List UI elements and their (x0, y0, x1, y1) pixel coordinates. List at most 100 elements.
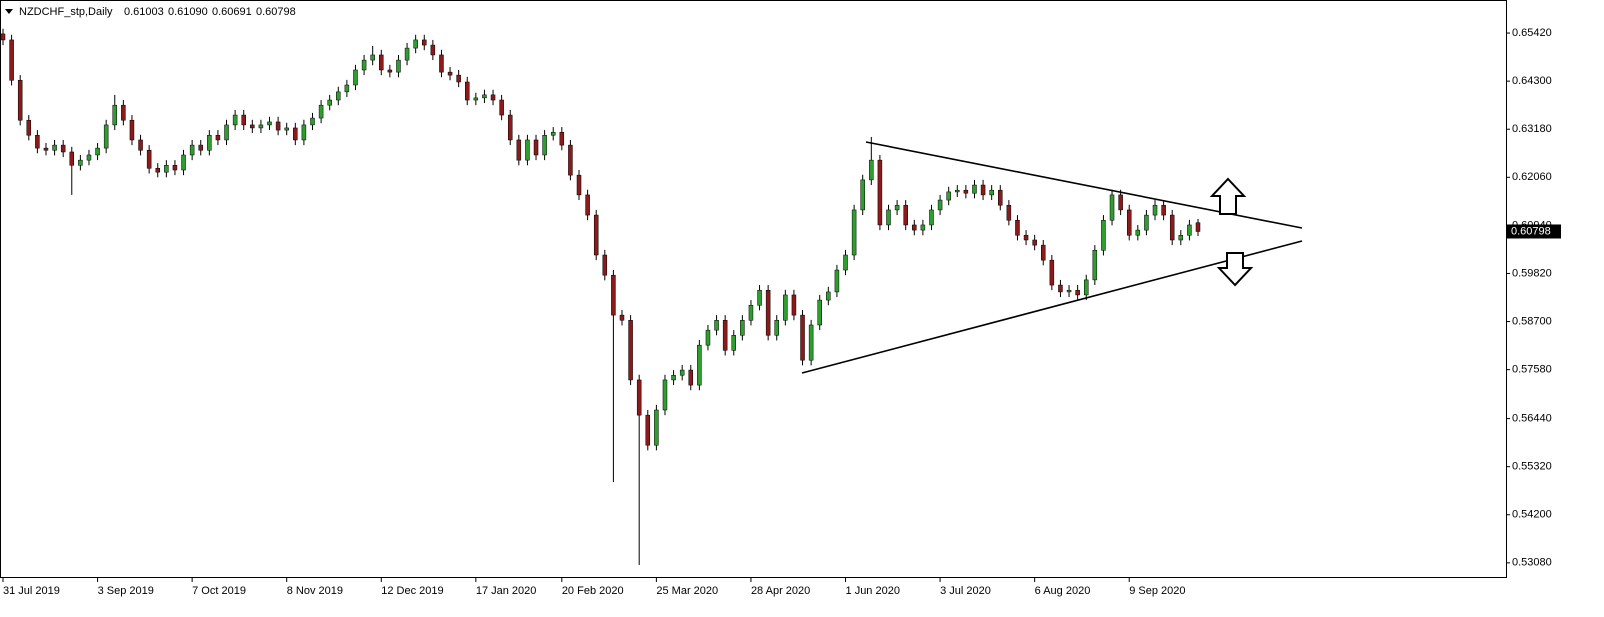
candle-body (138, 139, 143, 151)
y-tick-label: 0.54200 (1512, 509, 1552, 521)
candle-body (662, 379, 668, 411)
candle-body (129, 119, 135, 141)
candles (0, 28, 1201, 565)
candle-body (69, 151, 75, 166)
candle-body (327, 99, 332, 106)
candle-body (714, 320, 719, 331)
candle-body (344, 84, 350, 93)
candle-body (26, 119, 32, 136)
candle-body (1006, 204, 1012, 221)
candle-body (404, 47, 410, 61)
candle-body (946, 191, 951, 201)
candle-body (1092, 250, 1098, 281)
candle-body (568, 144, 573, 176)
candle-body (413, 39, 418, 49)
plot-frame (0, 0, 1507, 578)
candle-body (275, 121, 281, 131)
x-tick-label: 6 Aug 2020 (1035, 585, 1091, 597)
candle-body (430, 44, 436, 56)
candle-body (697, 344, 702, 386)
x-tick-label: 3 Sep 2019 (98, 585, 154, 597)
candle-body (542, 134, 547, 156)
candle-body (1101, 219, 1106, 251)
x-tick-label: 25 Mar 2020 (656, 585, 718, 597)
candle-body (611, 274, 616, 316)
candle-body (9, 39, 14, 81)
candle-body (499, 99, 504, 116)
candle-body (1161, 204, 1166, 216)
candle-body (1023, 235, 1029, 241)
candle-body (654, 409, 659, 446)
candle-body (1195, 222, 1201, 232)
candle-body (851, 209, 857, 256)
candle-body (525, 139, 530, 161)
candle-body (740, 320, 745, 336)
candle-body (1109, 194, 1115, 221)
candle-body (215, 134, 221, 141)
candle-body (198, 144, 203, 151)
header-value: 0.61090 (168, 6, 208, 18)
candle-body (671, 374, 676, 381)
candle-body (903, 204, 908, 226)
candle-body (310, 117, 315, 126)
candle-body (826, 291, 831, 301)
y-tick-label: 0.62060 (1512, 171, 1552, 183)
candle-body (336, 91, 341, 101)
y-tick-label: 0.59820 (1512, 267, 1552, 279)
candle-body (963, 189, 969, 194)
candle-body (791, 294, 797, 316)
header-value: 0.61003 (124, 6, 164, 18)
candle-body (1126, 209, 1132, 236)
candle-body (602, 254, 608, 276)
candle-body (731, 335, 737, 351)
x-tick-label: 3 Jul 2020 (940, 585, 991, 597)
x-tick-label: 28 Apr 2020 (751, 585, 810, 597)
x-tick-label: 20 Feb 2020 (562, 585, 624, 597)
candle-body (1066, 289, 1072, 293)
candle-body (86, 154, 92, 161)
candle-body (447, 71, 453, 76)
candle-body (172, 165, 178, 171)
candle-body (507, 114, 513, 141)
candle-body (17, 80, 23, 121)
candle-body (1152, 204, 1158, 216)
candle-body (1075, 289, 1080, 296)
x-tick-label: 31 Jul 2019 (3, 585, 60, 597)
candle-body (636, 379, 642, 416)
candle-body (808, 324, 814, 361)
y-tick-label: 0.56440 (1512, 412, 1552, 424)
candle-body (301, 124, 307, 141)
candle-body (774, 320, 779, 336)
candle-body (722, 320, 728, 351)
candle-body (533, 139, 539, 156)
candle-body (284, 127, 289, 131)
candle-body (912, 224, 917, 231)
candle-body (860, 179, 865, 211)
candle-body (800, 314, 805, 361)
down-arrow (1216, 252, 1254, 287)
candle-body (370, 54, 375, 61)
candle-body (258, 124, 264, 129)
candle-body (550, 131, 556, 136)
candle-body (757, 289, 762, 306)
candle-body (877, 159, 883, 226)
y-tick-label: 0.65420 (1512, 27, 1552, 39)
last-price-label: 0.60798 (1511, 225, 1551, 237)
candle-body (164, 165, 169, 173)
candle-body (937, 199, 943, 211)
candle-body (35, 134, 40, 149)
candle-body (645, 414, 651, 446)
candle-body (980, 184, 986, 196)
candle-body (955, 189, 960, 193)
y-tick-label: 0.57580 (1512, 364, 1552, 376)
candle-body (78, 159, 83, 166)
candle-body (396, 59, 401, 73)
candle-body (679, 369, 685, 376)
candle-body (688, 369, 694, 386)
candle-body (1187, 224, 1192, 236)
candle-body (972, 184, 977, 194)
candle-body (473, 97, 479, 101)
candle-body (593, 214, 599, 256)
candle-body (207, 134, 212, 151)
candle-body (1135, 229, 1141, 236)
